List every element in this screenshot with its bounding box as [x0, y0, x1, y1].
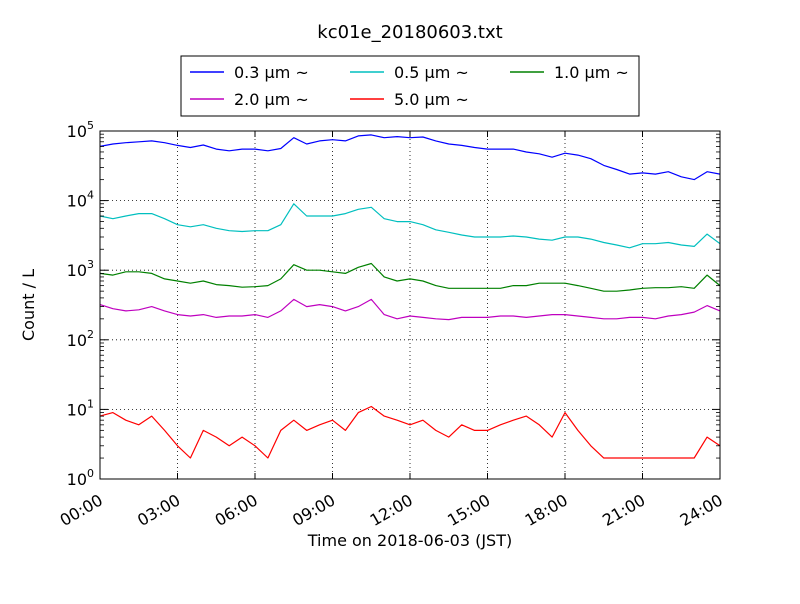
- series-lines: [99, 134, 721, 459]
- chart-title: kc01e_20180603.txt: [317, 22, 502, 43]
- grid: [100, 131, 720, 479]
- series-line-4: [99, 405, 721, 459]
- series-line-3: [99, 298, 721, 321]
- legend-label: 0.5 μm ~: [394, 63, 469, 82]
- y-tick-label: 100: [67, 467, 94, 489]
- legend-label: 1.0 μm ~: [554, 63, 629, 82]
- legend-label: 5.0 μm ~: [394, 90, 469, 109]
- y-tick-label: 104: [67, 189, 94, 211]
- legend-label: 0.3 μm ~: [234, 63, 309, 82]
- legend-label: 2.0 μm ~: [234, 90, 309, 109]
- legend-box: [180, 55, 640, 117]
- y-tick-labels: 100 101 102 103 104 105: [67, 119, 94, 489]
- series-line-1: [99, 203, 721, 249]
- axis-ticks: [99, 130, 721, 480]
- x-axis-label: Time on 2018-06-03 (JST): [307, 531, 512, 550]
- legend: 0.3 μm ~ 0.5 μm ~ 1.0 μm ~ 2.0 μm ~ 5.0 μm ~: [180, 55, 640, 117]
- series-line-2: [99, 262, 721, 292]
- y-tick-label: 101: [67, 397, 94, 419]
- y-axis-label: Count / L: [19, 269, 38, 341]
- y-tick-label: 103: [67, 258, 94, 280]
- series-line-0: [99, 134, 721, 181]
- y-tick-label: 105: [67, 119, 94, 141]
- y-tick-label: 102: [67, 328, 94, 350]
